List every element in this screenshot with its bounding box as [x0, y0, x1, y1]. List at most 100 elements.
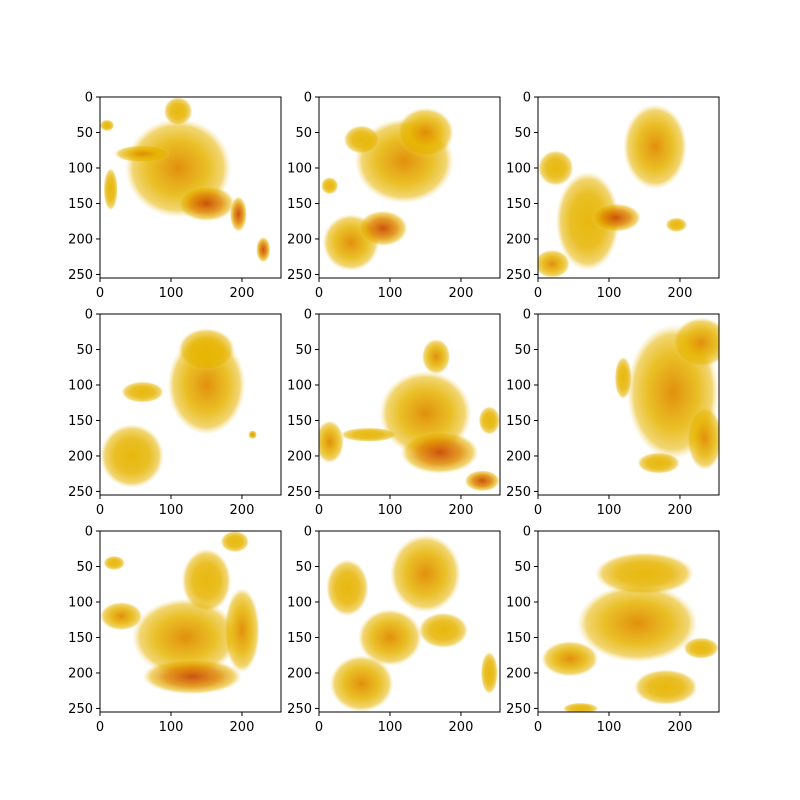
y-tick-label: 0	[85, 308, 93, 323]
axes-frame	[318, 96, 501, 279]
intensity-region	[131, 598, 239, 677]
y-tick-label: 150	[68, 631, 93, 646]
panel-image	[100, 531, 260, 695]
intensity-region	[326, 559, 369, 617]
axes-frame	[99, 530, 282, 713]
intensity-region	[623, 104, 688, 190]
intensity-region	[418, 612, 469, 649]
y-tick-label: 200	[68, 449, 93, 464]
y-tick-label: 0	[304, 525, 312, 540]
panel-image	[100, 97, 271, 263]
y-tick-label: 100	[287, 161, 312, 176]
intensity-region	[464, 470, 500, 492]
y-tick-label: 100	[68, 161, 93, 176]
x-tick-label: 200	[449, 286, 474, 301]
x-tick-label: 200	[230, 286, 255, 301]
intensity-region	[178, 185, 235, 222]
y-tick-label: 150	[506, 197, 531, 212]
panel-image	[321, 107, 454, 271]
panel-2-2: 0 100 200 0 50 100 150 200 250	[506, 525, 720, 735]
panel-2-0: 0 100 200 0 50 100 150 200 250	[68, 525, 282, 735]
intensity-region	[248, 430, 257, 439]
intensity-region	[538, 150, 574, 186]
y-tick-label: 250	[68, 485, 93, 500]
panel-0-2: 0 100 200 0 50 100 150 200 250	[506, 91, 720, 301]
intensity-region	[358, 210, 408, 247]
y-tick-label: 0	[85, 525, 93, 540]
y-tick-label: 250	[68, 268, 93, 283]
x-tick-label: 0	[96, 720, 104, 735]
y-tick-label: 200	[506, 232, 531, 247]
y-tick-label: 150	[506, 414, 531, 429]
y-tick-label: 150	[287, 197, 312, 212]
intensity-region	[389, 534, 461, 613]
x-tick-label: 0	[96, 503, 104, 518]
y-tick-label: 150	[68, 197, 93, 212]
y-tick-label: 50	[295, 343, 312, 358]
axes-frame	[537, 96, 720, 279]
intensity-region	[224, 587, 260, 673]
y-tick-label: 150	[287, 631, 312, 646]
y-tick-label: 50	[514, 343, 531, 358]
panel-image	[319, 338, 500, 492]
axes-frame	[318, 313, 501, 496]
panel-image	[614, 317, 719, 474]
y-tick-label: 250	[506, 485, 531, 500]
y-tick-label: 100	[506, 161, 531, 176]
intensity-region	[100, 119, 115, 132]
y-tick-label: 200	[506, 666, 531, 681]
y-tick-label: 50	[295, 560, 312, 575]
intensity-region	[329, 655, 394, 712]
y-tick-label: 200	[287, 449, 312, 464]
intensity-region	[343, 125, 380, 154]
y-tick-label: 200	[287, 666, 312, 681]
intensity-region	[142, 658, 242, 695]
axes-frame	[537, 530, 720, 713]
y-tick-label: 100	[68, 595, 93, 610]
y-tick-label: 50	[514, 560, 531, 575]
intensity-region	[421, 338, 451, 375]
y-tick-label: 150	[506, 631, 531, 646]
x-tick-label: 0	[96, 286, 104, 301]
intensity-region	[220, 531, 250, 553]
intensity-region	[555, 171, 620, 271]
intensity-region	[400, 431, 479, 474]
intensity-region	[480, 651, 498, 695]
panel-0-1: 0 100 200 0 50 100 150 200 250	[287, 91, 501, 301]
y-tick-label: 100	[68, 378, 93, 393]
axes-frame	[99, 313, 282, 496]
intensity-region	[358, 609, 422, 666]
y-tick-label: 0	[304, 308, 312, 323]
panel-image	[100, 328, 257, 488]
y-tick-label: 250	[506, 268, 531, 283]
panel-0-0: 0 100 200 0 50 100 150 200 250	[68, 91, 282, 301]
intensity-region	[614, 356, 632, 400]
y-tick-label: 250	[506, 702, 531, 717]
axes-frame	[537, 313, 720, 496]
panel-1-0: 0 100 200 0 50 100 150 200 250	[68, 308, 282, 518]
x-tick-label: 200	[230, 720, 255, 735]
x-tick-label: 0	[534, 503, 542, 518]
intensity-region	[683, 637, 719, 659]
intensity-region	[637, 452, 680, 474]
x-tick-label: 100	[159, 286, 184, 301]
intensity-region	[100, 424, 164, 488]
y-tick-label: 250	[287, 702, 312, 717]
x-tick-label: 200	[668, 503, 693, 518]
intensity-region	[665, 217, 688, 232]
intensity-region	[478, 406, 500, 435]
intensity-region	[687, 406, 719, 471]
axes-frame	[318, 530, 501, 713]
intensity-region	[538, 249, 570, 278]
x-tick-label: 100	[597, 720, 622, 735]
y-tick-label: 0	[304, 91, 312, 106]
y-tick-label: 250	[68, 702, 93, 717]
x-tick-label: 100	[159, 720, 184, 735]
intensity-region	[121, 381, 164, 403]
y-tick-label: 250	[287, 485, 312, 500]
y-tick-label: 100	[506, 595, 531, 610]
x-tick-label: 200	[449, 503, 474, 518]
panel-image	[538, 104, 688, 278]
x-tick-label: 100	[378, 503, 403, 518]
